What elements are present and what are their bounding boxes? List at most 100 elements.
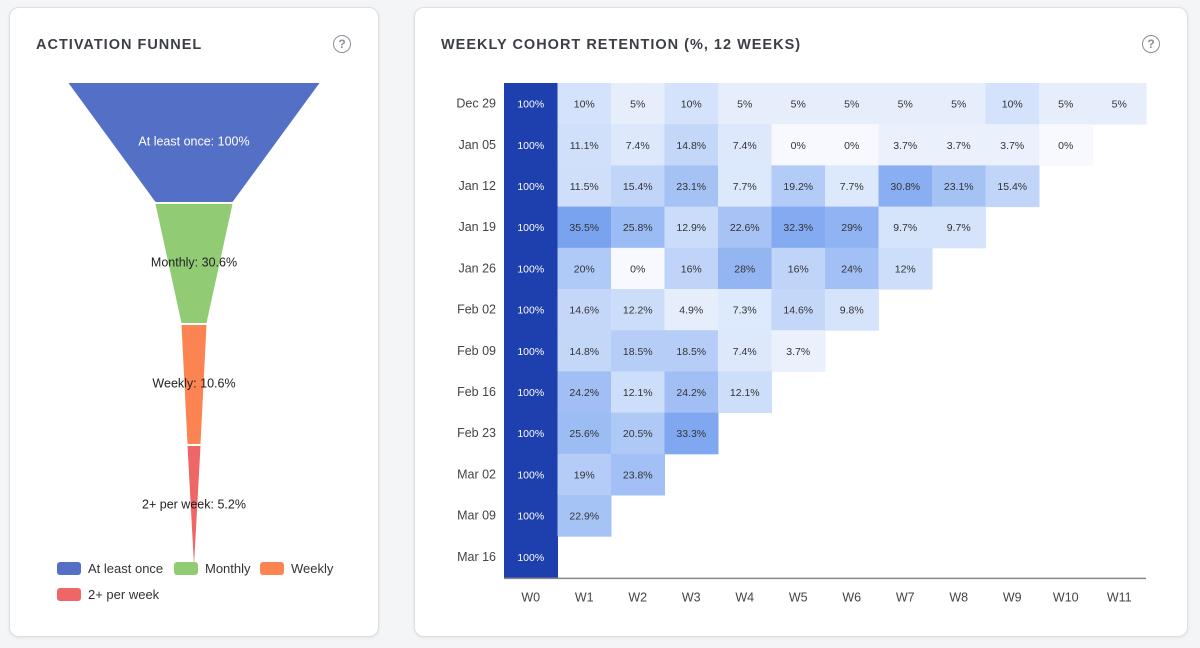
heatmap-cell: [504, 330, 558, 372]
cell-value: 3.7%: [786, 346, 810, 358]
cell-value: 25.6%: [569, 428, 599, 440]
heatmap-cell: [664, 412, 719, 455]
cell-value: 100%: [517, 511, 544, 523]
cell-value: 15.4%: [623, 181, 653, 193]
heatmap-cell: [932, 83, 986, 125]
heatmap-cell: [932, 206, 986, 249]
cell-value: 14.8%: [676, 140, 706, 152]
cell-value: 5%: [951, 99, 966, 111]
funnel-segment-0: [68, 83, 320, 202]
heatmap-cell: [771, 289, 826, 331]
cell-value: 16%: [681, 263, 702, 275]
cell-value: 100%: [517, 263, 544, 275]
heatmap-cell: [825, 165, 879, 208]
column-label: W3: [682, 590, 701, 604]
cell-value: 100%: [517, 181, 544, 193]
legend-item[interactable]: Monthly: [174, 561, 251, 576]
cell-value: 23.8%: [623, 469, 653, 481]
cell-value: 30.8%: [890, 181, 920, 193]
heatmap-cell: [718, 165, 772, 208]
cell-value: 11.1%: [570, 140, 599, 152]
heatmap-cell: [504, 83, 558, 125]
heatmap-cell: [611, 330, 665, 372]
row-label: Feb 23: [457, 426, 496, 440]
heatmap-cell: [932, 124, 986, 166]
heatmap-cell: [557, 412, 612, 455]
legend-item[interactable]: Weekly: [260, 561, 333, 576]
cell-value: 7.3%: [733, 305, 757, 317]
legend-swatch: [57, 562, 81, 575]
heatmap-cell: [664, 247, 719, 290]
heatmap-cell: [718, 206, 772, 249]
cell-value: 7.4%: [626, 140, 650, 152]
row-label: Mar 09: [457, 509, 496, 523]
cell-value: 25.8%: [623, 222, 653, 234]
cell-value: 35.5%: [569, 222, 599, 234]
legend-item[interactable]: At least once: [57, 561, 163, 576]
column-label: W8: [949, 590, 968, 604]
funnel-label: At least once: 100%: [138, 135, 249, 149]
cell-value: 12%: [895, 263, 916, 275]
heatmap-cell: [718, 83, 772, 125]
question-circle-icon[interactable]: ?: [1142, 35, 1160, 53]
heatmap-cell: [504, 412, 558, 455]
cell-value: 29%: [841, 222, 862, 234]
heatmap-cell: [611, 83, 665, 125]
heatmap-cell: [557, 495, 612, 537]
heatmap-cell: [664, 206, 719, 249]
heatmap-cell: [557, 330, 612, 372]
heatmap-cell: [557, 289, 612, 331]
row-label: Dec 29: [456, 97, 496, 111]
legend-swatch: [57, 588, 81, 601]
heatmap-cell: [611, 289, 665, 331]
heatmap-cell: [825, 124, 879, 166]
cell-value: 100%: [517, 469, 544, 481]
cell-value: 14.6%: [783, 305, 813, 317]
cell-value: 23.1%: [676, 181, 706, 193]
heatmap-cell: [504, 165, 558, 208]
legend-label: 2+ per week: [88, 587, 160, 602]
heatmap-cell: [771, 247, 826, 290]
cell-value: 22.9%: [569, 511, 599, 523]
cell-value: 4.9%: [679, 305, 703, 317]
heatmap-cell: [771, 206, 826, 249]
cell-value: 5%: [791, 99, 806, 111]
retention-title: WEEKLY COHORT RETENTION (%, 12 WEEKS): [441, 37, 802, 53]
row-label: Jan 19: [458, 220, 496, 234]
cell-value: 10%: [574, 99, 595, 111]
heatmap-cell: [718, 371, 772, 414]
heatmap-cell: [771, 124, 826, 166]
heatmap-cell: [718, 247, 772, 290]
heatmap-cell: [878, 206, 933, 249]
column-label: W6: [842, 590, 861, 604]
row-label: Jan 26: [458, 261, 496, 275]
funnel-segment-1: [155, 204, 233, 323]
cell-value: 16%: [788, 263, 809, 275]
legend-item[interactable]: 2+ per week: [57, 587, 159, 602]
heatmap-cell: [1039, 124, 1093, 166]
row-label: Feb 09: [457, 344, 496, 358]
funnel-segment-2: [181, 325, 207, 444]
row-label: Jan 05: [458, 138, 496, 152]
heatmap-cell: [985, 124, 1040, 166]
question-circle-icon[interactable]: ?: [333, 35, 351, 53]
heatmap-cell: [718, 124, 772, 166]
cell-value: 12.9%: [676, 222, 706, 234]
cell-value: 100%: [517, 346, 544, 358]
funnel-label: Monthly: 30.6%: [151, 256, 237, 270]
heatmap-cell: [504, 206, 558, 249]
heatmap-cell: [611, 412, 665, 455]
cell-value: 5%: [1112, 99, 1127, 111]
heatmap-cell: [611, 247, 665, 290]
heatmap-cell: [504, 247, 558, 290]
heatmap-cell: [504, 289, 558, 331]
heatmap-cell: [825, 83, 879, 125]
cell-value: 32.3%: [783, 222, 813, 234]
column-label: W0: [521, 590, 540, 604]
cell-value: 100%: [517, 552, 544, 564]
cell-value: 7.7%: [840, 181, 864, 193]
heatmap-cell: [611, 371, 665, 414]
heatmap-cell: [611, 206, 665, 249]
cell-value: 20%: [574, 263, 595, 275]
cell-value: 5%: [898, 99, 913, 111]
